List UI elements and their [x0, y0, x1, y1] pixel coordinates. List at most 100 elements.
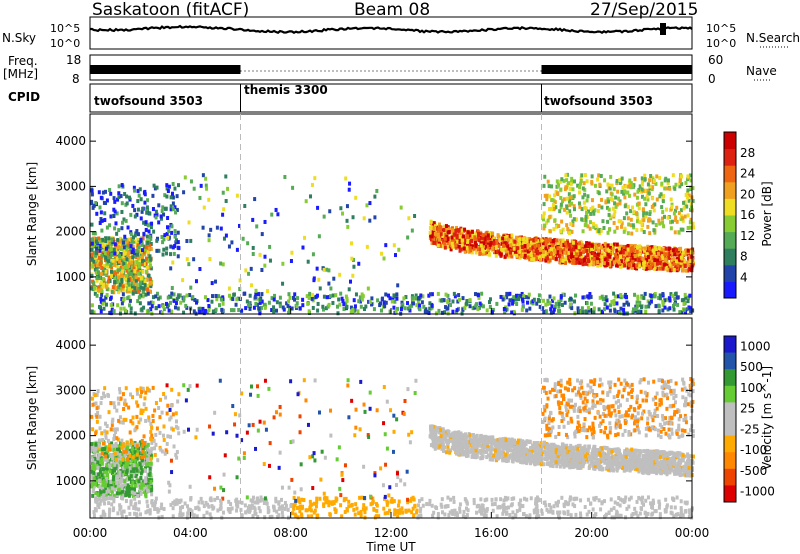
power-cell-c2538 — [548, 258, 552, 263]
power-cell-d2750 — [673, 186, 677, 191]
power-cell-c2370 — [646, 264, 650, 269]
velocity-cell-a635 — [150, 487, 154, 492]
power-cell-e3431 — [657, 295, 661, 300]
power-cell-d2649 — [683, 200, 687, 205]
power-cell-c1498 — [669, 268, 673, 273]
power-cell-c2525 — [591, 251, 595, 256]
velocity-cell-a196 — [116, 454, 120, 459]
power-cell-b755 — [166, 189, 170, 194]
power-cell-a490 — [101, 237, 105, 242]
velocity-cell-a642 — [140, 457, 144, 462]
power-cell-c2548 — [642, 265, 646, 270]
power-cell-d3010 — [677, 230, 681, 235]
power-cell-c2435 — [463, 227, 467, 232]
velocity-cell-a523 — [93, 456, 97, 461]
power-cell-a577 — [147, 246, 151, 251]
velocity-cell-a228 — [91, 493, 95, 498]
velocity-cell-a555 — [118, 473, 122, 478]
power-cell-c2567 — [597, 248, 601, 253]
power-cell-c2544 — [579, 258, 583, 263]
power-cell-d2664 — [606, 230, 610, 235]
power-cell-d2660 — [658, 221, 662, 226]
power-cell-e3162 — [437, 308, 441, 313]
power-cell-e3564 — [612, 302, 616, 307]
power-cell-c2145 — [523, 248, 527, 253]
power-cell-a247 — [117, 279, 121, 284]
power-cell-e3555 — [121, 292, 125, 297]
power-cell-c2256 — [603, 257, 607, 262]
power-cell-e3608 — [408, 304, 412, 309]
power-cell-c1527 — [530, 255, 534, 260]
power-cell-e3669 — [573, 311, 577, 316]
power-cell-d2978 — [550, 206, 554, 211]
power-cell-e3675 — [557, 302, 561, 307]
power-cell-c1594 — [485, 247, 489, 252]
power-cell-c1924 — [566, 248, 570, 253]
power-cell-d2732 — [653, 202, 657, 207]
power-cell-f3770 — [207, 197, 211, 202]
power-cell-b705 — [161, 205, 165, 210]
power-cell-e3576 — [109, 311, 113, 316]
power-cell-e3249 — [613, 309, 617, 314]
velocity-cell-c967 — [667, 468, 671, 473]
velocity-cell-b769 — [129, 438, 133, 443]
power-cell-f3873 — [317, 277, 321, 282]
power-cell-e3239 — [316, 301, 320, 306]
power-cell-e3550 — [617, 310, 621, 315]
power-cell-c1719 — [620, 254, 624, 259]
power-cell-e3120 — [457, 293, 461, 298]
velocity-cell-a190 — [108, 486, 112, 491]
power-cell-c1054 — [666, 268, 670, 273]
power-cell-c2027 — [561, 250, 565, 255]
power-cell-a188 — [147, 240, 151, 245]
power-cell-c2248 — [672, 268, 676, 273]
power-cell-d2805 — [597, 191, 601, 196]
power-cell-b858 — [161, 252, 165, 257]
power-cell-a242 — [132, 253, 136, 258]
velocity-cell-b755 — [100, 431, 104, 436]
power-cell-e3073 — [176, 306, 180, 311]
power-cell-b729 — [157, 248, 161, 253]
power-cell-c2174 — [572, 260, 576, 265]
power-cell-c2498 — [461, 234, 465, 239]
power-cell-e3109 — [193, 297, 197, 302]
power-cell-c1685 — [444, 224, 448, 229]
power-cell-d2815 — [590, 198, 594, 203]
velocity-cell-b779 — [151, 413, 155, 418]
power-cell-a420 — [125, 268, 129, 273]
velocity-cell-b761 — [137, 420, 141, 425]
power-cell-d2783 — [648, 218, 652, 223]
power-cell-a639 — [144, 269, 148, 274]
power-cell-c2247 — [664, 265, 668, 270]
power-cell-c2515 — [602, 261, 606, 266]
power-cell-b795 — [165, 246, 169, 251]
power-cell-d2773 — [568, 229, 572, 234]
power-cell-e3574 — [619, 306, 623, 311]
power-cell-d2615 — [609, 174, 613, 179]
power-cell-a389 — [133, 262, 137, 267]
power-cell-d2657 — [641, 180, 645, 185]
velocity-cell-a588 — [105, 458, 109, 463]
power-cell-c1830 — [442, 239, 446, 244]
power-cell-c2240 — [515, 253, 519, 258]
power-cell-d2706 — [651, 196, 655, 201]
power-cell-d3012 — [586, 209, 590, 214]
power-cell-e3277 — [122, 296, 126, 301]
power-cell-c1859 — [548, 251, 552, 256]
power-cell-d2902 — [626, 231, 630, 236]
power-cell-d2812 — [569, 213, 573, 218]
power-cell-d2869 — [655, 197, 659, 202]
velocity-cell-a448 — [144, 476, 148, 481]
power-cell-f3840 — [177, 183, 181, 188]
power-cell-d2671 — [691, 198, 695, 203]
power-cell-c925 — [450, 226, 454, 231]
power-cell-c1825 — [565, 240, 569, 245]
power-cell-d2665 — [662, 214, 666, 219]
power-cell-e3700 — [198, 309, 202, 314]
power-cell-a562 — [104, 255, 108, 260]
power-cell-c2466 — [551, 247, 555, 252]
power-cell-e3215 — [120, 297, 124, 302]
power-cell-a2 — [102, 250, 106, 255]
power-cell-d2986 — [627, 222, 631, 227]
power-cell-d2832 — [558, 179, 562, 184]
